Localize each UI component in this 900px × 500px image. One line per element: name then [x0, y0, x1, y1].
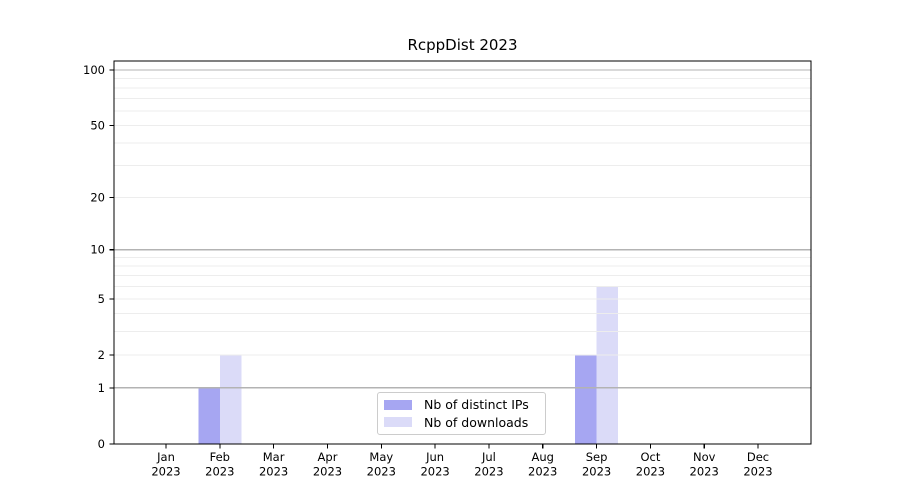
x-tick-label-year: 2023 [367, 465, 396, 479]
bar-nb-of-distinct-ips-sep [575, 355, 597, 444]
y-axis: 0 1 2 5 10 20 50 100 [83, 63, 114, 451]
chart-title: RcppDist 2023 [407, 36, 518, 54]
axes-frame [113, 60, 812, 445]
x-tick-label-year: 2023 [582, 465, 611, 479]
y-tick-label: 5 [98, 292, 105, 306]
x-tick-label-month: Nov [693, 450, 716, 464]
x-tick-label-year: 2023 [259, 465, 288, 479]
bar-nb-of-downloads-sep [596, 286, 619, 444]
x-tick-label-month: Jun [425, 450, 444, 464]
x-tick-label-month: Feb [210, 450, 230, 464]
y-tick-label: 20 [90, 190, 105, 204]
x-tick-label-year: 2023 [636, 465, 665, 479]
bar-nb-of-distinct-ips-feb [198, 387, 220, 444]
x-tick-label-year: 2023 [151, 465, 180, 479]
x-tick-label-year: 2023 [528, 465, 557, 479]
x-tick-label-month: Aug [531, 450, 553, 464]
y-tick-label: 50 [90, 118, 105, 132]
y-tick-label: 100 [83, 63, 105, 77]
y-tick-label: 1 [98, 381, 105, 395]
y-tick-label: 2 [98, 348, 105, 362]
x-tick-label-year: 2023 [474, 465, 503, 479]
x-tick-label-year: 2023 [313, 465, 342, 479]
bars [198, 286, 619, 444]
x-tick-label-month: Dec [747, 450, 769, 464]
x-tick-label-month: Jan [156, 450, 175, 464]
legend-label-distinct-ips: Nb of distinct IPs [424, 397, 529, 413]
x-tick-label-year: 2023 [205, 465, 234, 479]
x-tick-label-month: May [369, 450, 393, 464]
legend-box: Nb of distinct IPs Nb of downloads [377, 392, 546, 435]
legend-swatch-distinct-ips [384, 399, 412, 410]
legend-label-downloads: Nb of downloads [424, 414, 529, 430]
x-tick-label-year: 2023 [420, 465, 449, 479]
bar-nb-of-downloads-feb [219, 355, 242, 444]
legend-item-downloads: Nb of downloads [384, 415, 539, 430]
x-tick-label-year: 2023 [690, 465, 719, 479]
x-tick-label-year: 2023 [743, 465, 772, 479]
x-axis: Jan2023Feb2023Mar2023Apr2023May2023Jun20… [151, 444, 773, 479]
y-tick-label: 10 [90, 243, 105, 257]
legend-swatch-downloads [384, 417, 412, 428]
legend-item-distinct-ips: Nb of distinct IPs [384, 397, 539, 412]
x-tick-label-month: Oct [640, 450, 660, 464]
y-tick-label: 0 [98, 437, 105, 451]
x-tick-label-month: Apr [318, 450, 338, 464]
x-tick-label-month: Sep [586, 450, 608, 464]
x-tick-label-month: Mar [263, 450, 285, 464]
x-tick-label-month: Jul [481, 450, 496, 464]
gridlines [114, 69, 811, 389]
